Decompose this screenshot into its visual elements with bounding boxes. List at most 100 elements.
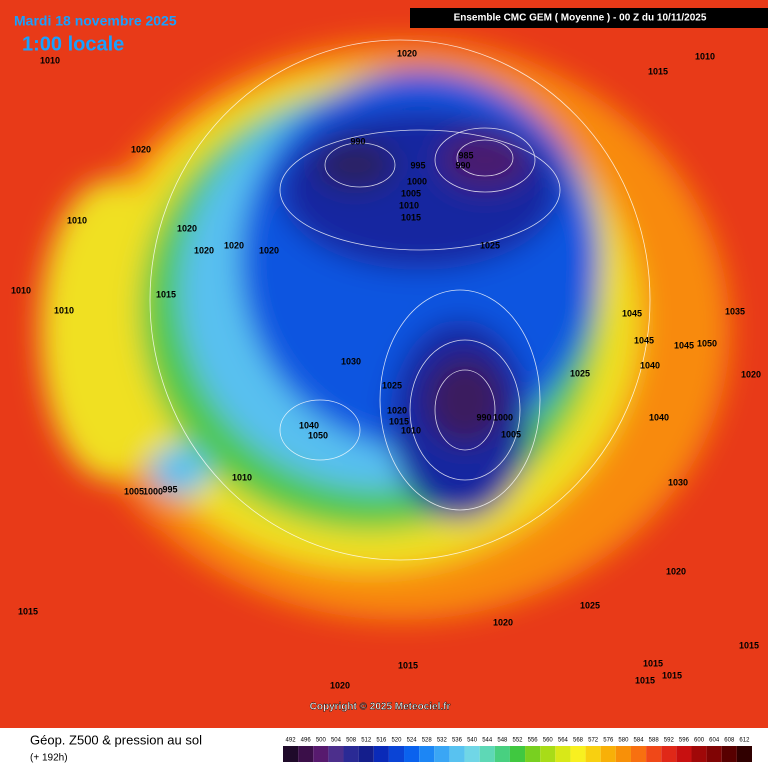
colorbar-cell — [630, 746, 647, 762]
isobar-label: 995 — [410, 160, 425, 170]
isobar-label: 1015 — [156, 289, 176, 299]
colorbar-label: 584 — [634, 738, 645, 744]
colorbar-label: 600 — [694, 738, 705, 744]
colorbar-cell — [585, 746, 601, 762]
isobar-label: 1020 — [666, 566, 686, 576]
isobar-label: 1010 — [401, 425, 421, 435]
isobar-label: 1040 — [299, 420, 319, 430]
colorbar-label: 552 — [512, 738, 523, 744]
isobar-label: 1010 — [695, 51, 715, 61]
colorbar-cell — [388, 746, 405, 762]
isobar-label: 1015 — [635, 675, 655, 685]
colorbar-cell — [328, 746, 344, 762]
isobar-label: 1015 — [398, 660, 418, 670]
isobar-label: 1005 — [501, 429, 521, 439]
colorbar-cell — [464, 746, 480, 762]
colorbar-label: 588 — [649, 738, 660, 744]
map-field — [0, 0, 768, 728]
colorbar-cell — [343, 746, 359, 762]
colorbar-cell — [570, 746, 586, 762]
isobar-label: 1000 — [407, 176, 427, 186]
lead-time: (+ 192h) — [30, 753, 68, 764]
colorbar-cell — [373, 746, 389, 762]
colorbar-cell — [615, 746, 631, 762]
isobar-label: 990 — [476, 412, 491, 422]
colorbar-cell — [509, 746, 526, 762]
colorbar-label: 596 — [679, 738, 690, 744]
colorbar-cell — [313, 746, 329, 762]
isobar-label: 1010 — [40, 55, 60, 65]
colorbar-cell — [646, 746, 662, 762]
colorbar-label: 500 — [316, 738, 327, 744]
colorbar-cell — [676, 746, 692, 762]
colorbar-label: 524 — [407, 738, 418, 744]
colorbar-label: 608 — [724, 738, 735, 744]
isobar-label: 990 — [455, 160, 470, 170]
isobar-label: 1015 — [389, 416, 409, 426]
colorbar-cell — [525, 746, 541, 762]
colorbar-label: 548 — [497, 738, 508, 744]
isobar-label: 1030 — [341, 356, 361, 366]
isobar-label: 1030 — [668, 477, 688, 487]
colorbar-label: 520 — [391, 738, 402, 744]
colorbar-label: 568 — [573, 738, 584, 744]
isobar-label: 1000 — [143, 486, 163, 496]
colorbar-cell — [283, 746, 299, 762]
isobar-label: 1020 — [741, 369, 761, 379]
colorbar-cell — [706, 746, 722, 762]
colorbar-label: 556 — [528, 738, 539, 744]
isobar-label: 1035 — [725, 306, 745, 316]
colorbar-label: 592 — [664, 738, 675, 744]
model: Ensemble CMC GEM ( Moyenne ) - 00 Z du 1… — [454, 13, 707, 24]
isobar-label: 1020 — [131, 144, 151, 154]
colorbar-label: 504 — [331, 738, 342, 744]
colorbar-cell — [661, 746, 677, 762]
isobar-label: 1045 — [634, 335, 654, 345]
colorbar-label: 516 — [376, 738, 387, 744]
isobar-label: 1020 — [397, 48, 417, 58]
colorbar-label: 532 — [437, 738, 448, 744]
isobar-label: 995 — [162, 484, 177, 494]
isobar-label: 1045 — [674, 340, 694, 350]
isobar-label: 1020 — [387, 405, 407, 415]
isobar-label: 1015 — [648, 66, 668, 76]
isobar-label: 1015 — [739, 640, 759, 650]
isobar-label: 1040 — [649, 412, 669, 422]
colorbar-label: 512 — [361, 738, 372, 744]
isobar-label: 1050 — [308, 430, 328, 440]
colorbar-cell — [555, 746, 571, 762]
colorbar-label: 560 — [543, 738, 554, 744]
colorbar-cell — [404, 746, 420, 762]
date: Mardi 18 novembre 2025 — [14, 13, 177, 29]
isobar-label: 1000 — [493, 412, 513, 422]
colorbar-cell — [358, 746, 374, 762]
colorbar-label: 572 — [588, 738, 599, 744]
colorbar-label: 508 — [346, 738, 357, 744]
isobar-label: 985 — [458, 150, 473, 160]
colorbar-label: 492 — [286, 738, 297, 744]
colorbar-label: 540 — [467, 738, 478, 744]
isobar-label: 1020 — [493, 617, 513, 627]
isobar-label: 990 — [350, 136, 365, 146]
colorbar-cell — [600, 746, 616, 762]
colorbar-label: 536 — [452, 738, 463, 744]
isobar-label: 1010 — [67, 215, 87, 225]
colorbar-cell — [419, 746, 435, 762]
colorbar-cell — [540, 746, 556, 762]
footer-title: Géop. Z500 & pression au sol — [30, 732, 202, 747]
isobar-label: 1025 — [382, 380, 402, 390]
isobar-label: 1040 — [640, 360, 660, 370]
isobar-label: 1015 — [643, 658, 663, 668]
colorbar-cell — [298, 746, 314, 762]
colorbar-cell — [691, 746, 707, 762]
isobar-label: 1020 — [330, 680, 350, 690]
isobar-label: 1005 — [401, 188, 421, 198]
local-time: 1:00 locale — [22, 33, 124, 55]
colorbar-label: 576 — [603, 738, 614, 744]
isobar-label: 1045 — [622, 308, 642, 318]
colorbar-label: 604 — [709, 738, 720, 744]
isobar-label: 1010 — [11, 285, 31, 295]
isobar-label: 1025 — [580, 600, 600, 610]
colorbar-label: 612 — [739, 738, 750, 744]
